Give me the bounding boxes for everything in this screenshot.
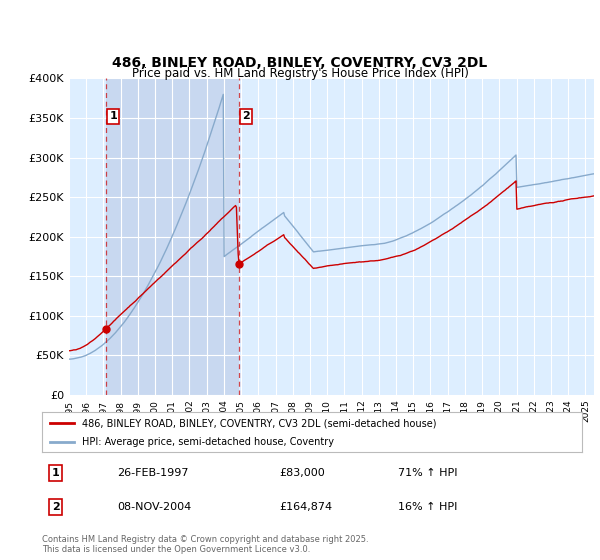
Text: Price paid vs. HM Land Registry's House Price Index (HPI): Price paid vs. HM Land Registry's House … <box>131 67 469 81</box>
Text: 486, BINLEY ROAD, BINLEY, COVENTRY, CV3 2DL: 486, BINLEY ROAD, BINLEY, COVENTRY, CV3 … <box>112 55 488 69</box>
Text: HPI: Average price, semi-detached house, Coventry: HPI: Average price, semi-detached house,… <box>83 437 335 446</box>
Text: 08-NOV-2004: 08-NOV-2004 <box>118 502 192 512</box>
Text: 71% ↑ HPI: 71% ↑ HPI <box>398 468 458 478</box>
Text: 1: 1 <box>109 111 117 122</box>
Text: 26-FEB-1997: 26-FEB-1997 <box>118 468 189 478</box>
Text: 2: 2 <box>242 111 250 122</box>
Text: 16% ↑ HPI: 16% ↑ HPI <box>398 502 458 512</box>
Text: Contains HM Land Registry data © Crown copyright and database right 2025.
This d: Contains HM Land Registry data © Crown c… <box>42 535 368 554</box>
Text: £164,874: £164,874 <box>280 502 333 512</box>
Text: £83,000: £83,000 <box>280 468 325 478</box>
Bar <box>106 78 239 395</box>
Text: 486, BINLEY ROAD, BINLEY, COVENTRY, CV3 2DL (semi-detached house): 486, BINLEY ROAD, BINLEY, COVENTRY, CV3 … <box>83 418 437 428</box>
Text: 1: 1 <box>52 468 59 478</box>
Text: 2: 2 <box>52 502 59 512</box>
